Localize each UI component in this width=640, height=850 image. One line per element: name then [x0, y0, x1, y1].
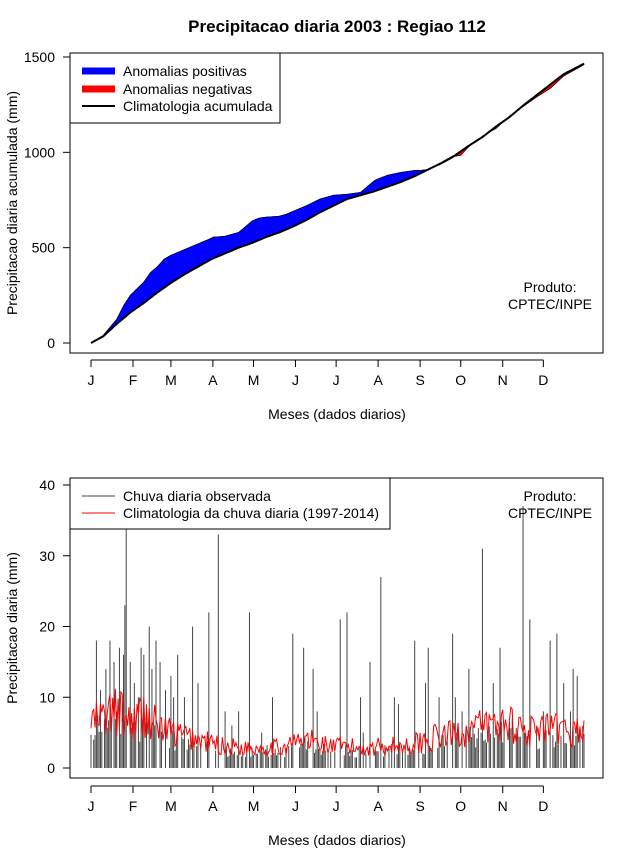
- cumulative-panel: 0 500 1000 1500 J F M A M J J A S O N D Meses (dados d…: [4, 49, 604, 422]
- legend-label-positive: Anomalias positivas: [123, 63, 247, 79]
- x-tick-label-bottom: M: [165, 798, 177, 814]
- legend-box-bottom: [69, 477, 391, 530]
- x-tick-label-bottom: M: [248, 798, 260, 814]
- legend-top: Anomalias positivas Anomalias negativas …: [69, 52, 281, 124]
- legend-label-observed: Chuva diaria observada: [123, 488, 271, 504]
- x-tick-label-bottom: J: [333, 798, 340, 814]
- product-annotation-source-bottom: CPTEC/INPE: [508, 505, 592, 521]
- y-tick-label-bottom: 30: [39, 548, 55, 564]
- climatology-cumulative-line: [90, 62, 585, 344]
- x-tick-label-top: J: [333, 372, 340, 388]
- x-tick-label-bottom: J: [88, 798, 95, 814]
- x-tick-label-top: J: [88, 372, 95, 388]
- legend-bottom: Chuva diaria observada Climatologia da c…: [69, 477, 391, 530]
- x-tick-label-top: M: [165, 372, 177, 388]
- x-tick-label-top: O: [455, 372, 466, 388]
- x-tick-label-bottom: A: [208, 798, 218, 814]
- y-tick-label-bottom: 40: [39, 477, 55, 493]
- legend-label-climatology-daily: Climatologia da chuva diaria (1997-2014): [123, 505, 379, 521]
- x-tick-label-bottom: A: [373, 798, 383, 814]
- x-tick-label-bottom: S: [415, 798, 424, 814]
- x-axis-label-bottom: Meses (dados diarios): [268, 832, 406, 848]
- legend-label-climatology: Climatologia acumulada: [123, 98, 273, 114]
- x-tick-label-top: M: [248, 372, 260, 388]
- y-axis-top: 0 500 1000 1500: [24, 49, 70, 351]
- x-tick-label-top: N: [498, 372, 508, 388]
- y-axis-label-top: Precipitacao diaria acumulada (mm): [4, 91, 20, 315]
- climatology-daily-line: [90, 688, 585, 759]
- x-tick-label-bottom: F: [129, 798, 138, 814]
- product-annotation-source-top: CPTEC/INPE: [508, 296, 592, 312]
- x-tick-label-top: F: [129, 372, 138, 388]
- y-tick-label-top: 1500: [24, 49, 55, 65]
- legend-label-negative: Anomalias negativas: [123, 81, 252, 97]
- x-tick-label-top: S: [415, 372, 424, 388]
- product-annotation-label-bottom: Produto:: [524, 488, 577, 504]
- chart-title: Precipitacao diaria 2003 : Regiao 112: [188, 17, 486, 36]
- daily-panel: 0 10 20 30 40 J F M A M J J A S O N D Meses (dados diar…: [4, 477, 604, 848]
- x-tick-label-bottom: D: [538, 798, 548, 814]
- y-tick-label-top: 1000: [24, 144, 55, 160]
- plot-frame-top: [69, 52, 604, 354]
- y-axis-bottom: 0 10 20 30 40: [39, 477, 70, 776]
- product-annotation-label-top: Produto:: [524, 279, 577, 295]
- y-tick-label-bottom: 20: [39, 619, 55, 635]
- y-tick-label-top: 0: [47, 335, 55, 351]
- x-tick-label-bottom: O: [455, 798, 466, 814]
- x-tick-label-bottom: J: [292, 798, 299, 814]
- y-axis-label-bottom: Precipitacao diaria (mm): [4, 552, 20, 704]
- x-tick-label-bottom: N: [498, 798, 508, 814]
- x-axis-label-top: Meses (dados diarios): [268, 406, 406, 422]
- y-tick-label-bottom: 0: [47, 760, 55, 776]
- y-tick-label-bottom: 10: [39, 689, 55, 705]
- x-tick-label-top: D: [538, 372, 548, 388]
- y-tick-label-top: 500: [32, 240, 56, 256]
- x-tick-label-top: J: [292, 372, 299, 388]
- x-tick-label-top: A: [208, 372, 218, 388]
- x-tick-label-top: A: [373, 372, 383, 388]
